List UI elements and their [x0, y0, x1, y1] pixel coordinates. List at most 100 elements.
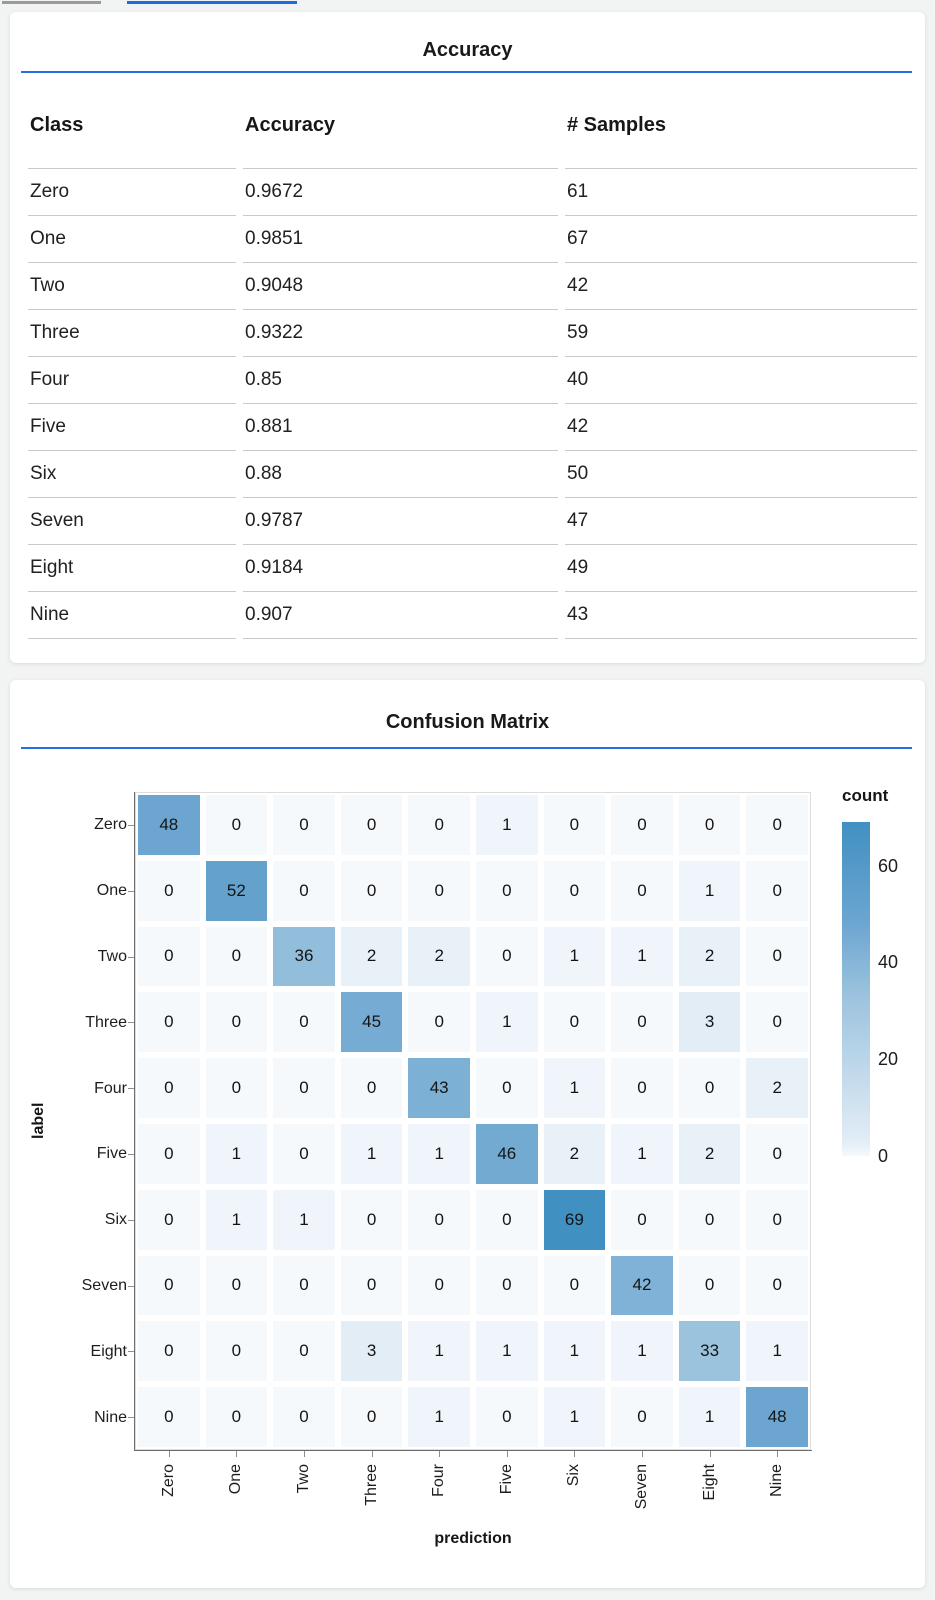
tab-indicator-blue[interactable] [127, 1, 297, 4]
heatmap-cell: 0 [205, 1321, 268, 1382]
x-tick-label: Nine [768, 1464, 786, 1497]
heatmap-cell: 0 [611, 860, 673, 921]
heatmap-cell: 69 [543, 1189, 606, 1250]
heatmap-cell: 1 [408, 1321, 470, 1382]
legend-tick-label: 0 [878, 1146, 889, 1166]
table-row: Five 0.881 42 [28, 403, 917, 450]
y-tick [128, 1088, 135, 1090]
y-tick [128, 956, 135, 958]
heatmap-cell: 0 [138, 1189, 200, 1250]
table-row: Three 0.9322 59 [28, 309, 917, 356]
x-tick [304, 1451, 305, 1457]
table-bottom-border-segment [28, 638, 236, 639]
heatmap-cell: 2 [543, 1124, 606, 1184]
x-tick-label: Zero [159, 1464, 177, 1497]
heatmap-cell: 48 [138, 795, 200, 855]
heatmap-cell: 46 [476, 1124, 538, 1184]
heatmap-cell: 1 [340, 1124, 403, 1184]
heatmap-cell: 1 [611, 1321, 673, 1382]
heatmap-cell: 0 [678, 1058, 741, 1118]
heatmap-cell: 1 [611, 926, 673, 987]
table-cell: 0.9322 [243, 309, 558, 356]
heatmap-cell: 0 [340, 860, 403, 921]
table-bottom-border [28, 638, 917, 639]
heatmap-cell: 0 [408, 795, 470, 855]
y-axis-title: label [30, 1102, 47, 1140]
heatmap-cell: 0 [273, 1058, 335, 1118]
table-row: Two 0.9048 42 [28, 262, 917, 309]
heatmap-cell: 0 [205, 992, 268, 1053]
table-cell: 0.85 [243, 356, 558, 403]
heatmap-cell: 0 [408, 860, 470, 921]
heatmap-cell: 0 [746, 992, 808, 1053]
y-tick-label: Zero [94, 816, 127, 834]
table-cell: 0.88 [243, 450, 558, 497]
x-tick-label: Six [565, 1464, 583, 1487]
y-tick [128, 824, 135, 826]
column-header-samples: # Samples [567, 114, 666, 136]
heatmap-cell: 0 [746, 795, 808, 855]
table-cell: 49 [565, 544, 917, 591]
table-cell: One [28, 215, 236, 262]
heatmap-cell: 0 [273, 1387, 335, 1447]
heatmap-cell: 0 [611, 795, 673, 855]
table-cell: 0.9048 [243, 262, 558, 309]
table-cell: 59 [565, 309, 917, 356]
x-tick [236, 1451, 238, 1457]
y-tick-label: Two [97, 948, 127, 965]
heatmap-cell: 0 [273, 992, 335, 1053]
heatmap-cell: 45 [340, 992, 403, 1053]
heatmap-cell: 0 [678, 1255, 741, 1316]
heatmap-cell: 1 [611, 1124, 673, 1184]
table-cell: 42 [565, 262, 917, 309]
heatmap-cell: 1 [408, 1124, 470, 1184]
x-axis-title: prediction [434, 1530, 512, 1547]
x-tick-label: Four [430, 1464, 448, 1497]
heatmap-cell: 52 [205, 860, 268, 921]
y-tick [128, 1022, 135, 1024]
x-tick-label: Five [497, 1464, 515, 1495]
heatmap-cell: 1 [678, 860, 741, 921]
table-row: Four 0.85 40 [28, 356, 917, 403]
y-axis-line [134, 792, 135, 1451]
column-header-accuracy: Accuracy [245, 114, 336, 136]
heatmap-cell: 0 [678, 1189, 741, 1250]
panel-title-underline [21, 71, 912, 73]
tab-indicator-gray[interactable] [2, 1, 101, 4]
heatmap-cell: 0 [273, 1255, 335, 1316]
legend-tick-label: 20 [878, 1049, 899, 1070]
x-tick [574, 1451, 576, 1457]
table-row: Nine 0.907 43 [28, 591, 917, 638]
heatmap-cell: 0 [205, 795, 268, 855]
table-cell: 67 [565, 215, 917, 262]
table-row: Seven 0.9787 47 [28, 497, 917, 544]
table-bottom-border-segment [243, 638, 558, 639]
table-row: Zero 0.9672 61 [28, 168, 917, 215]
table-header-row: Class Accuracy # Samples [28, 73, 917, 168]
x-tick-label: Three [362, 1464, 380, 1506]
x-tick [439, 1451, 441, 1457]
y-tick [128, 1219, 135, 1221]
heatmap-cell: 0 [476, 1189, 538, 1250]
table-cell: 61 [565, 168, 917, 215]
heatmap-cell: 0 [273, 1321, 335, 1382]
table-cell: 0.9851 [243, 215, 558, 262]
table-row: Eight 0.9184 49 [28, 544, 917, 591]
heatmap-cell: 0 [476, 1255, 538, 1316]
heatmap-cell: 0 [273, 1124, 335, 1184]
heatmap-cell: 0 [678, 795, 741, 855]
legend-title: count [842, 786, 889, 805]
accuracy-table: Class Accuracy # Samples Zero 0.9672 61 One… [21, 73, 924, 639]
heatmap-cell: 3 [340, 1321, 403, 1382]
table-cell: 0.907 [243, 591, 558, 638]
y-tick [128, 890, 135, 892]
heatmap-cell: 0 [408, 1189, 470, 1250]
heatmap-cell: 1 [678, 1387, 741, 1447]
table-cell: 50 [565, 450, 917, 497]
table-cell: Six [28, 450, 236, 497]
table-cell: Five [28, 403, 236, 450]
heatmap-cell: 0 [340, 1255, 403, 1316]
confusion-panel-title: Confusion Matrix [385, 711, 550, 733]
y-tick-label: Four [94, 1079, 127, 1097]
table-cell: 42 [565, 403, 917, 450]
